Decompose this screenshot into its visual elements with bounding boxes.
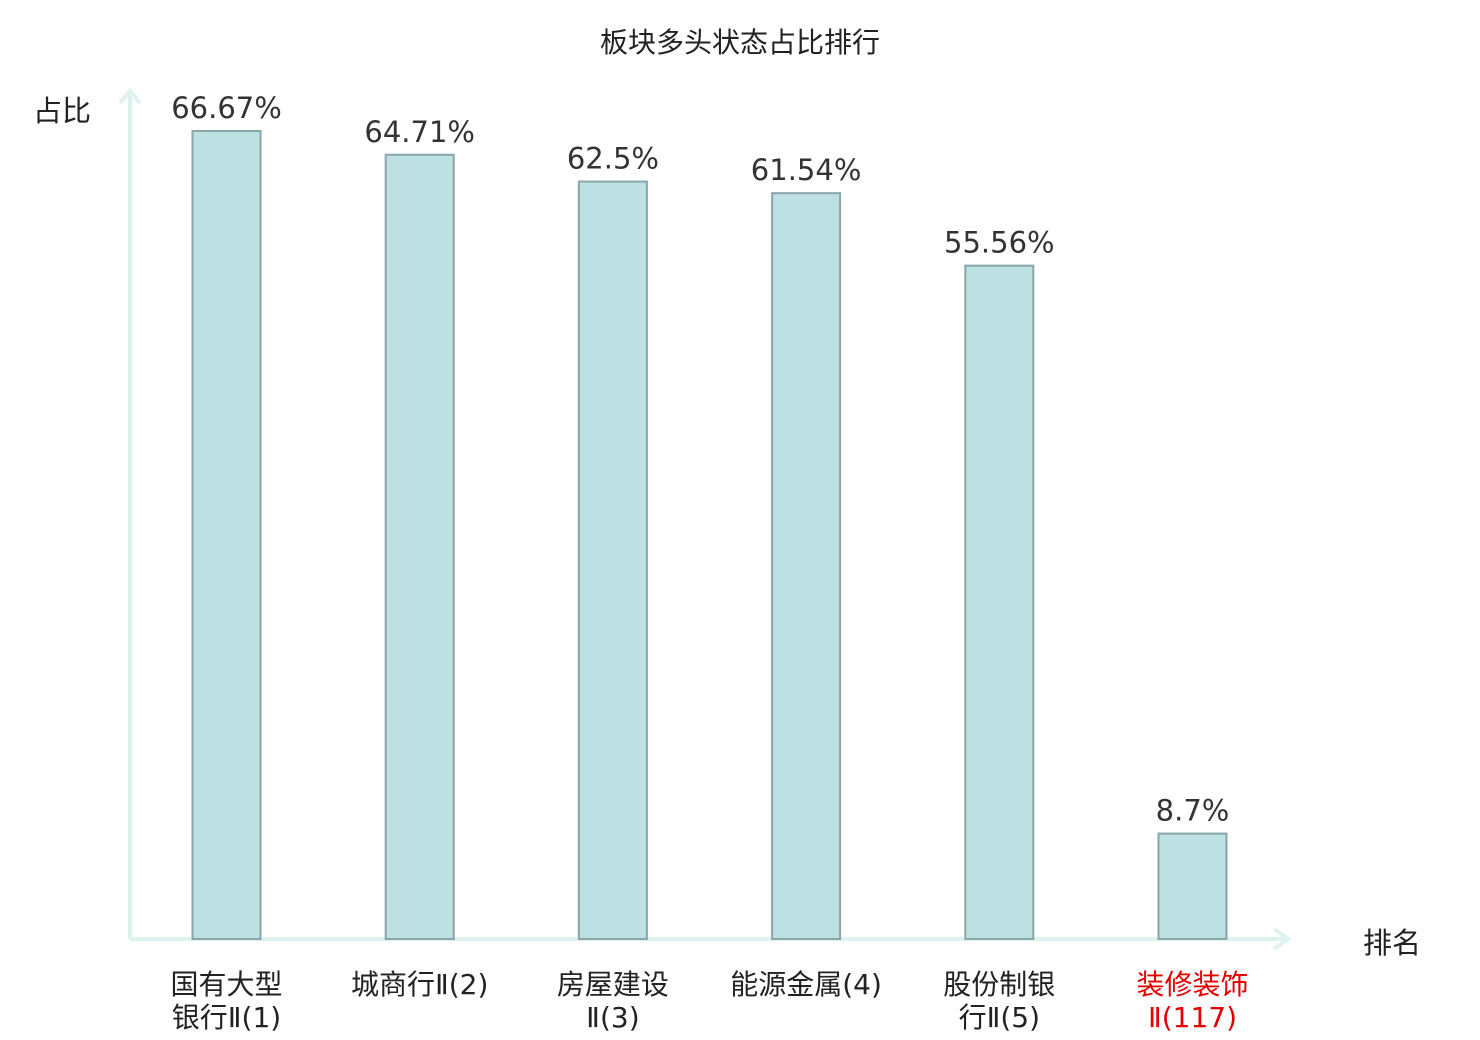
x-axis <box>130 927 1292 951</box>
value-label-6: 8.7% <box>1156 794 1230 828</box>
bar-3 <box>577 180 648 940</box>
category-label-5-line-2: 行Ⅱ(5) <box>959 1001 1040 1034</box>
bar-1 <box>191 130 262 940</box>
x-axis-label: 排名 <box>1363 926 1421 960</box>
category-label-1-line-2: 银行Ⅱ(1) <box>172 1001 281 1034</box>
y-axis <box>118 87 142 939</box>
category-label-3-line-2: Ⅱ(3) <box>586 1001 639 1034</box>
category-label-3-line-1: 房屋建设 <box>557 968 669 1001</box>
category-label-4-line-1: 能源金属(4) <box>730 968 882 1001</box>
value-label-5: 55.56% <box>944 226 1055 260</box>
value-labels-group: 66.67% 64.71% 62.5% 61.54% 55.56% 8.7% <box>171 91 1229 828</box>
bar-2 <box>384 153 455 940</box>
bars-group <box>191 130 1228 941</box>
value-label-4: 61.54% <box>751 153 862 187</box>
category-label-2-line-1: 城商行Ⅱ(2) <box>351 968 488 1001</box>
bar-4 <box>771 192 842 940</box>
value-label-2: 64.71% <box>364 115 475 149</box>
bar-5 <box>964 264 1035 940</box>
category-label-6-line-2: Ⅱ(117) <box>1148 1001 1237 1034</box>
value-label-1: 66.67% <box>171 91 282 125</box>
category-label-1-line-1: 国有大型 <box>170 968 282 1001</box>
value-label-3: 62.5% <box>567 142 659 176</box>
category-label-5-line-1: 股份制银 <box>943 968 1055 1001</box>
chart-title: 板块多头状态占比排行 <box>600 26 880 59</box>
category-label-6-line-1: 装修装饰 <box>1136 968 1248 1001</box>
bar-6 <box>1157 832 1228 941</box>
y-axis-label: 占比 <box>33 94 91 128</box>
